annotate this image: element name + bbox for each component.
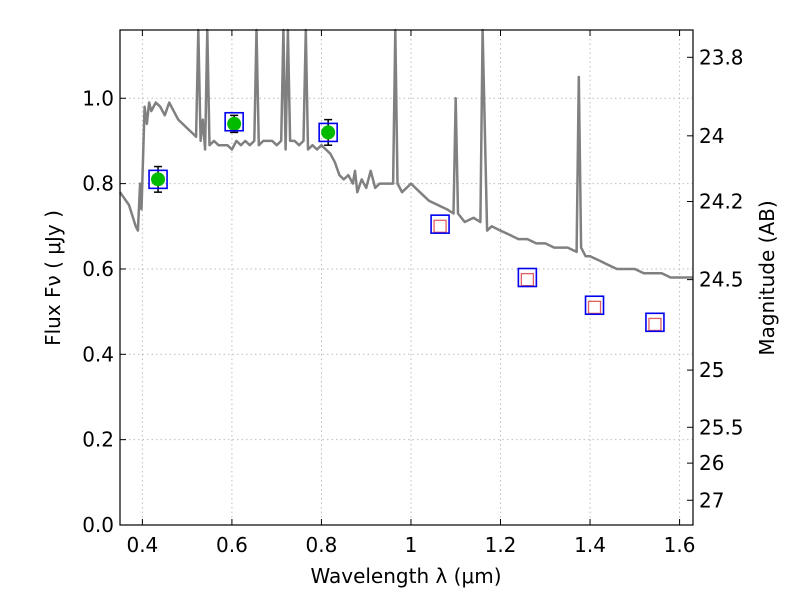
model-spectrum-line	[118, 28, 693, 279]
detection-point	[227, 116, 242, 131]
x-tick-label: 1.2	[485, 533, 517, 557]
y2-axis-label: Magnitude (AB)	[755, 200, 779, 355]
open-square-point	[520, 272, 535, 287]
y2-tick-label: 24.2	[699, 190, 744, 214]
detection-point	[321, 125, 336, 140]
y2-tick-label: 25	[699, 358, 724, 382]
model-flux-box	[430, 214, 450, 234]
model-flux-box	[148, 169, 168, 190]
y-tick-label: 0.6	[82, 257, 114, 281]
x-tick-label: 0.4	[126, 533, 158, 557]
y-tick-label: 1.0	[82, 86, 114, 110]
model-flux-box	[645, 312, 665, 333]
detection-point	[151, 172, 166, 187]
open-square-point	[648, 317, 662, 332]
x-tick-label: 1	[405, 533, 418, 557]
model-flux-box	[584, 295, 605, 316]
grid	[120, 30, 693, 526]
y2-tick-label: 23.8	[699, 45, 744, 69]
model-flux-box	[318, 122, 338, 143]
x-tick-label: 0.6	[216, 533, 248, 557]
y2-tick-label: 24.5	[699, 268, 744, 292]
open-square-point	[587, 300, 602, 315]
y-tick-label: 0.4	[82, 342, 114, 366]
axis-ticks: 0.4 0.6 0.8 1 1.2 1.4 1.6 0.0 0.2 0.4 0.6 0.8 1.0 23.…	[82, 30, 744, 557]
axis-labels: Wavelength λ (μm) Flux Fν ( μJy ) Magnit…	[41, 200, 779, 588]
y-tick-label: 0.0	[82, 513, 114, 537]
y2-tick-label: 26	[699, 451, 724, 475]
model-flux-box	[517, 267, 538, 288]
photometry-markers	[148, 111, 665, 333]
x-tick-label: 1.6	[664, 533, 696, 557]
x-axis-label: Wavelength λ (μm)	[310, 564, 501, 588]
model-flux-box	[224, 111, 244, 132]
plot-area	[120, 30, 693, 525]
y-axis-label: Flux Fν ( μJy )	[41, 210, 65, 346]
y-tick-label: 0.8	[82, 172, 114, 196]
x-tick-label: 0.8	[306, 533, 338, 557]
model-spectrum	[118, 28, 693, 279]
y2-tick-label: 27	[699, 488, 724, 512]
open-square-point	[433, 219, 447, 233]
y2-tick-label: 25.5	[699, 415, 744, 439]
plot-frame	[119, 29, 694, 526]
y2-tick-label: 24	[699, 124, 724, 148]
y-tick-label: 0.2	[82, 428, 114, 452]
x-tick-label: 1.4	[574, 533, 606, 557]
